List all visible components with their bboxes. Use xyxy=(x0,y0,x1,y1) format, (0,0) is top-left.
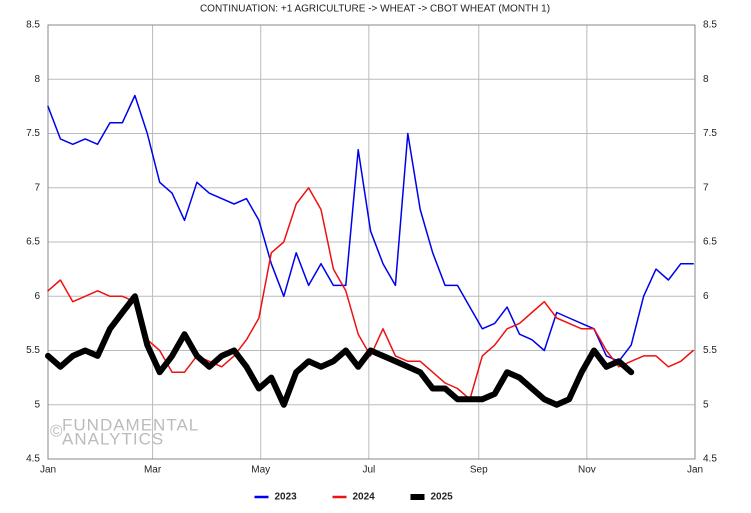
y2-tick-label: 6 xyxy=(703,291,709,302)
y-tick-label: 5 xyxy=(34,399,40,410)
y2-tick-label: 4.5 xyxy=(703,454,717,465)
y-tick-label: 7.5 xyxy=(26,128,40,139)
y-tick-label: 6.5 xyxy=(26,237,40,248)
plot-frame xyxy=(47,24,696,460)
y2-tick-label: 8 xyxy=(703,74,709,85)
chart-title: CONTINUATION: +1 AGRICULTURE -> WHEAT ->… xyxy=(200,4,550,15)
legend-label: 2025 xyxy=(431,492,454,503)
x-tick-label: Sep xyxy=(470,465,488,476)
series-line xyxy=(47,94,694,363)
legend-label: 2023 xyxy=(275,492,298,503)
y2-tick-label: 7 xyxy=(703,182,709,193)
y-tick-label: 8 xyxy=(34,74,40,85)
y-tick-label: 7 xyxy=(34,182,40,193)
watermark-line: ANALYTICS xyxy=(62,429,164,448)
y2-tick-label: 6.5 xyxy=(703,237,717,248)
y2-tick-label: 7.5 xyxy=(703,128,717,139)
y-tick-label: 5.5 xyxy=(26,345,40,356)
x-tick-label: May xyxy=(251,465,270,476)
watermark-symbol: © xyxy=(50,421,64,440)
series-line xyxy=(45,293,635,408)
y-tick-label: 6 xyxy=(34,291,40,302)
y2-tick-label: 5.5 xyxy=(703,345,717,356)
x-tick-label: Nov xyxy=(578,465,596,476)
x-tick-label: Jan xyxy=(40,465,56,476)
y-tick-label: 4.5 xyxy=(26,454,40,465)
y2-tick-label: 8.5 xyxy=(703,20,717,31)
x-tick-label: Jan xyxy=(687,465,703,476)
x-tick-label: Jul xyxy=(362,465,375,476)
y2-tick-label: 5 xyxy=(703,399,709,410)
x-tick-label: Mar xyxy=(144,465,162,476)
series-line xyxy=(47,187,694,401)
y-tick-label: 8.5 xyxy=(26,20,40,31)
watermark-line: FUNDAMENTAL xyxy=(62,415,199,434)
legend-label: 2024 xyxy=(353,492,376,503)
